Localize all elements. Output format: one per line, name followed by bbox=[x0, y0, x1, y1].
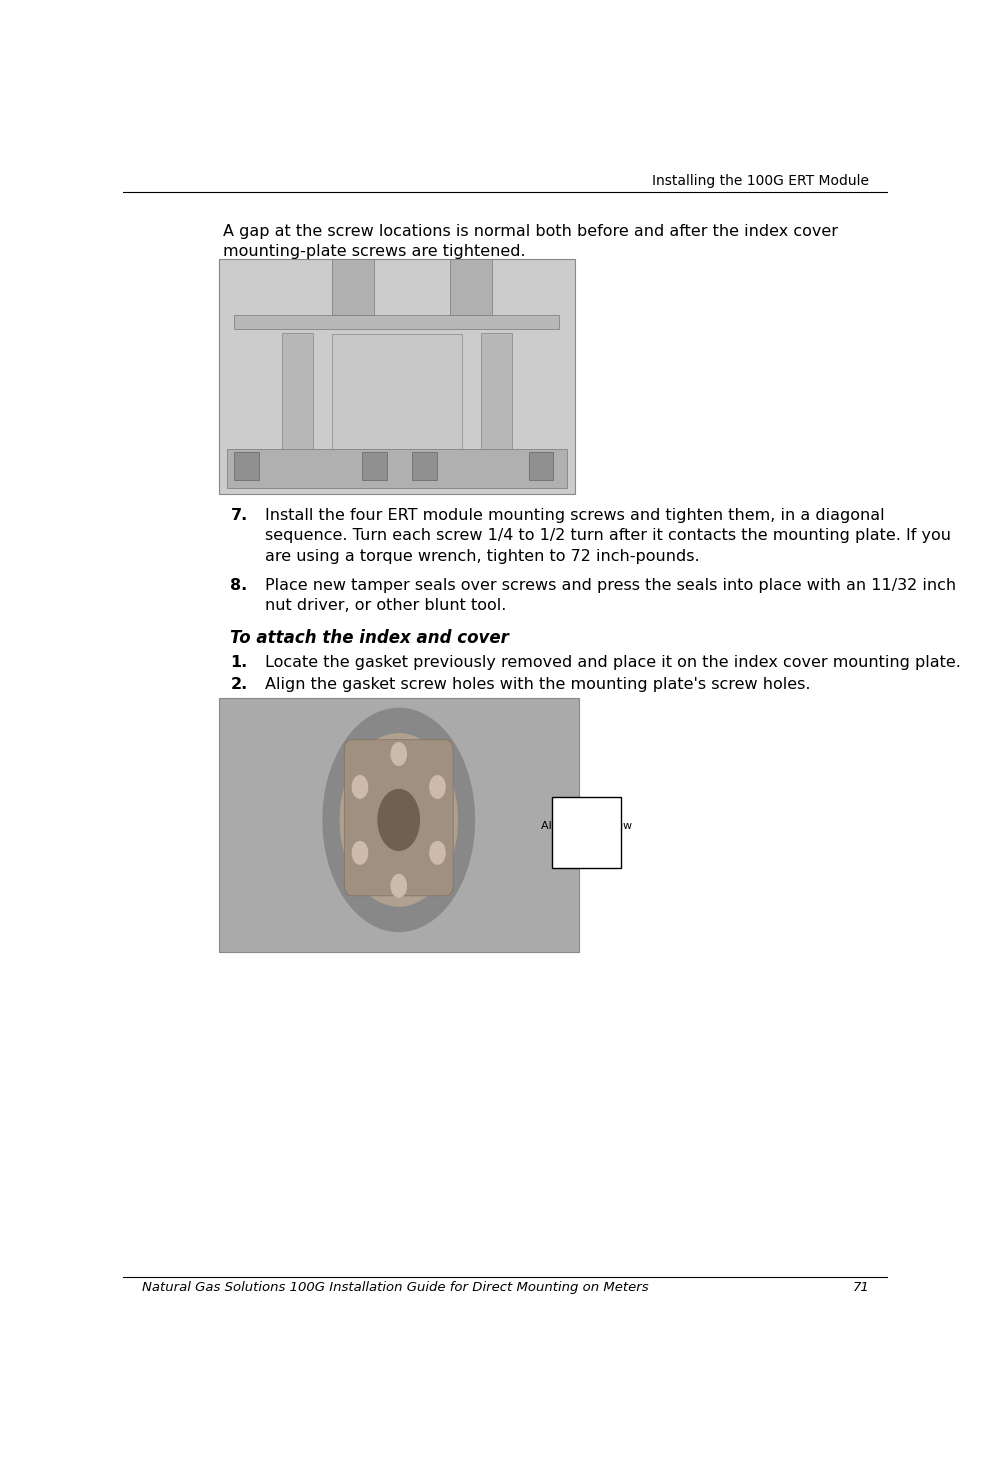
Circle shape bbox=[322, 708, 474, 932]
Text: 7.: 7. bbox=[231, 508, 247, 522]
Circle shape bbox=[378, 790, 419, 850]
Bar bbox=[528, 452, 553, 480]
Text: 2.: 2. bbox=[231, 677, 247, 692]
Text: 8.: 8. bbox=[231, 578, 247, 593]
Circle shape bbox=[340, 734, 457, 906]
Circle shape bbox=[430, 841, 445, 865]
Text: 1.: 1. bbox=[231, 655, 247, 670]
Circle shape bbox=[352, 841, 367, 865]
Text: Natural Gas Solutions 100G Installation Guide for Direct Mounting on Meters: Natural Gas Solutions 100G Installation … bbox=[142, 1280, 649, 1293]
Text: Install the four ERT module mounting screws and tighten them, in a diagonal
sequ: Install the four ERT module mounting scr… bbox=[264, 508, 950, 563]
Text: Installing the 100G ERT Module: Installing the 100G ERT Module bbox=[652, 174, 869, 187]
Text: To attach the index and cover: To attach the index and cover bbox=[231, 629, 509, 647]
Text: Align with screw
holes: Align with screw holes bbox=[540, 821, 631, 844]
Bar bbox=[234, 316, 559, 329]
Bar bbox=[234, 452, 258, 480]
Bar bbox=[227, 449, 566, 489]
Bar bbox=[331, 259, 374, 325]
Circle shape bbox=[352, 775, 367, 799]
Bar bbox=[362, 452, 387, 480]
Circle shape bbox=[390, 743, 406, 765]
Text: Locate the gasket previously removed and place it on the index cover mounting pl: Locate the gasket previously removed and… bbox=[264, 655, 959, 670]
Bar bbox=[412, 452, 436, 480]
Text: Place new tamper seals over screws and press the seals into place with an 11/32 : Place new tamper seals over screws and p… bbox=[264, 578, 955, 613]
Bar bbox=[331, 334, 461, 465]
Bar bbox=[551, 797, 620, 869]
Bar bbox=[450, 259, 492, 325]
Text: 71: 71 bbox=[852, 1280, 869, 1293]
Bar bbox=[219, 259, 574, 494]
Circle shape bbox=[390, 875, 406, 897]
Text: Align the gasket screw holes with the mounting plate's screw holes.: Align the gasket screw holes with the mo… bbox=[264, 677, 810, 692]
FancyBboxPatch shape bbox=[344, 740, 453, 895]
Text: A gap at the screw locations is normal both before and after the index cover
mou: A gap at the screw locations is normal b… bbox=[223, 224, 837, 259]
Bar bbox=[282, 332, 313, 474]
Bar bbox=[219, 698, 578, 952]
Bar bbox=[480, 332, 511, 474]
Circle shape bbox=[430, 775, 445, 799]
